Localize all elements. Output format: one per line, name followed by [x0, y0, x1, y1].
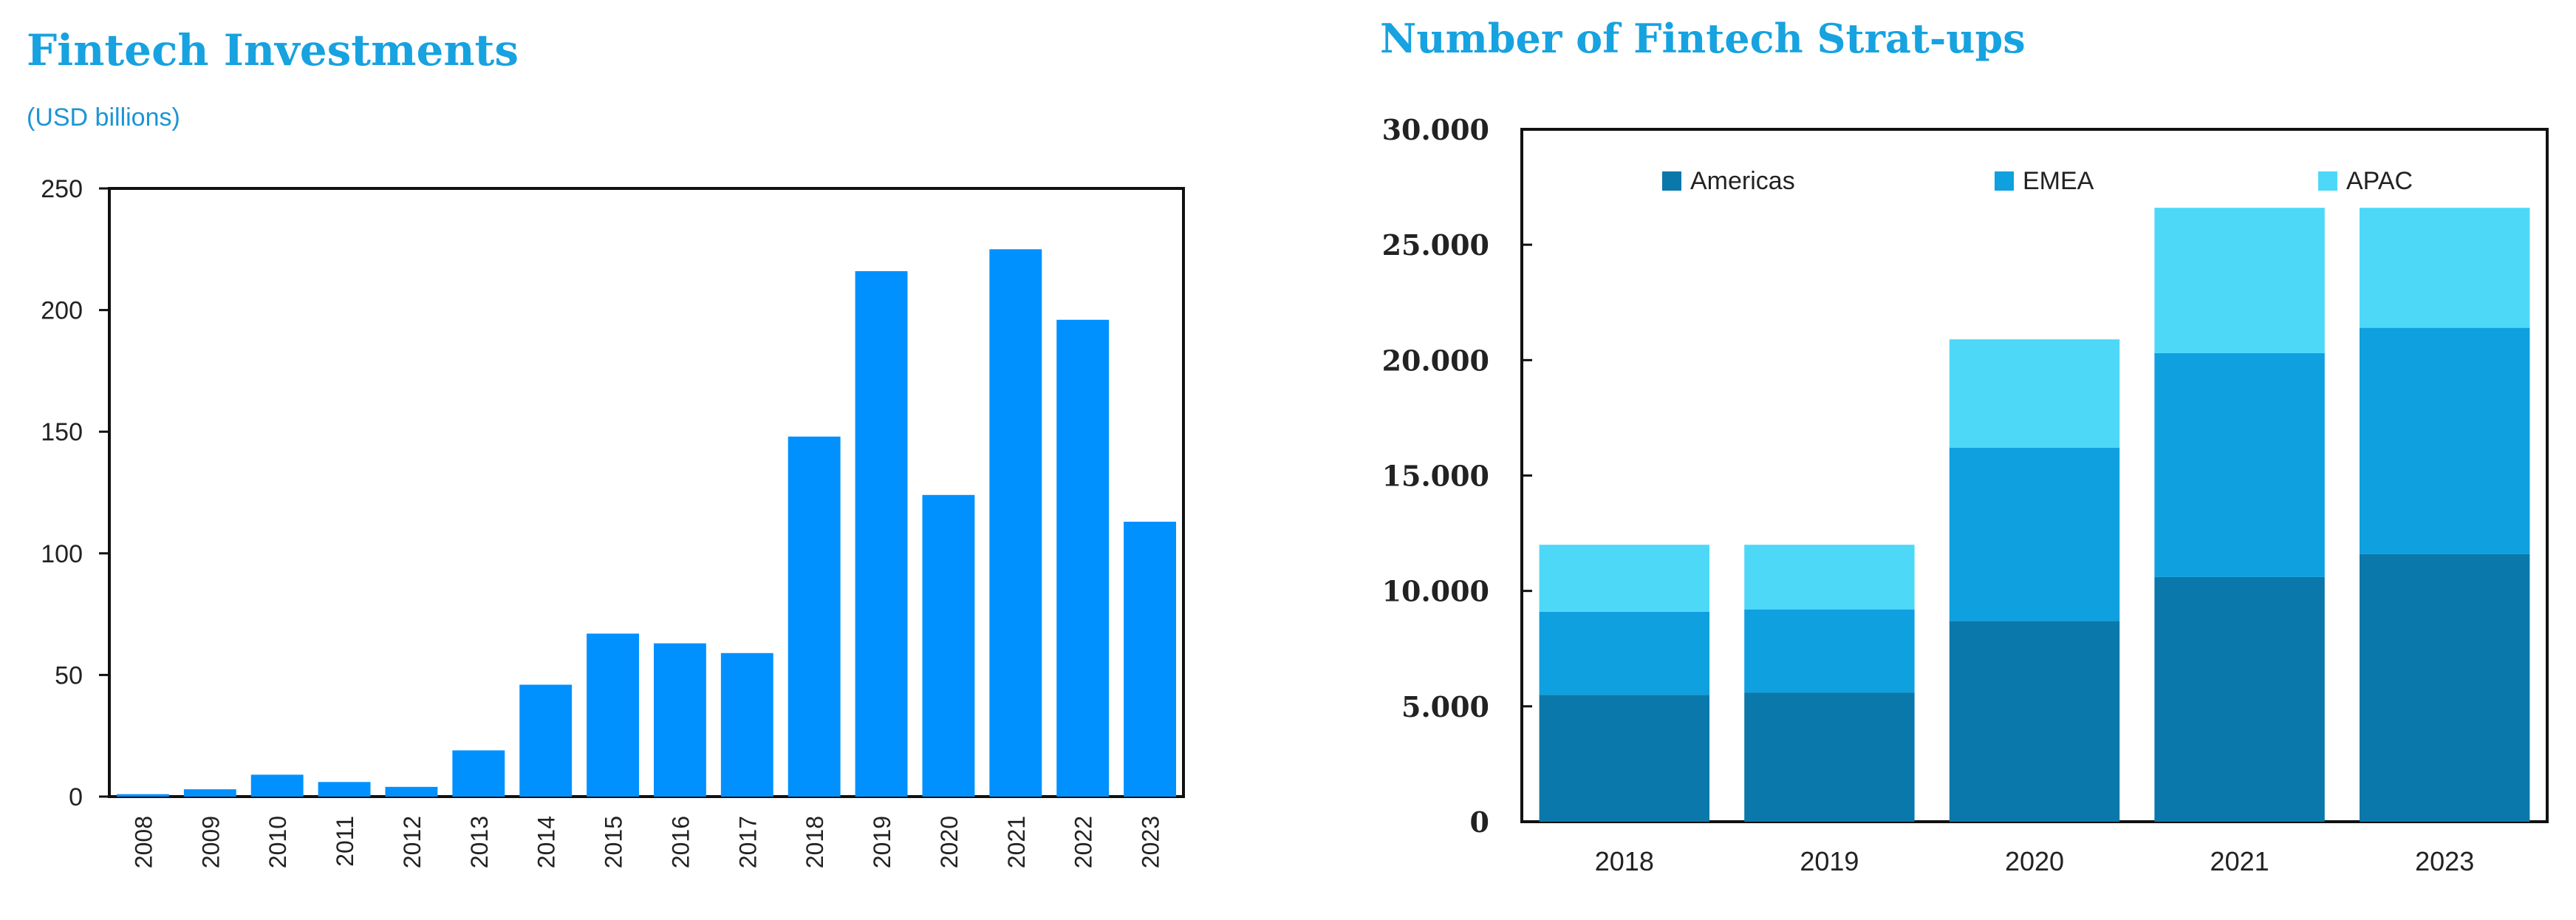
- x-tick-label: 2018: [1595, 846, 1654, 876]
- bar-2012: [385, 786, 438, 797]
- bar-2020: [922, 494, 975, 797]
- y-tick-label: 25.000: [1382, 228, 1489, 262]
- bar-2015: [587, 633, 640, 797]
- bar-americas-2021: [2154, 576, 2325, 822]
- x-tick-label: 2010: [264, 816, 291, 868]
- x-tick-label: 2008: [130, 816, 157, 868]
- bar-2014: [519, 684, 573, 797]
- x-tick-label: 2017: [734, 816, 761, 868]
- bar-2023: [1124, 522, 1177, 797]
- x-tick-label: 2016: [667, 816, 694, 868]
- bar-apac-2018: [1539, 545, 1710, 612]
- y-tick-label: 250: [41, 175, 83, 203]
- x-tick-label: 2019: [869, 816, 895, 868]
- bar-2008: [116, 794, 169, 797]
- x-tick-label: 2018: [802, 816, 828, 868]
- y-tick-label: 200: [41, 297, 83, 325]
- legend-label-americas: Americas: [1690, 167, 1795, 195]
- bar-americas-2018: [1539, 695, 1710, 822]
- y-tick-label: 5.000: [1401, 690, 1489, 723]
- legend-label-emea: EMEA: [2023, 167, 2094, 195]
- y-tick-label: 10.000: [1382, 575, 1489, 608]
- x-tick-label: 2013: [466, 816, 493, 868]
- bar-2011: [318, 782, 371, 797]
- bar-2010: [250, 774, 304, 797]
- x-tick-label: 2023: [1138, 816, 1164, 868]
- y-tick-label: 30.000: [1382, 113, 1489, 146]
- bar-apac-2020: [1949, 339, 2120, 449]
- bar-2009: [183, 789, 236, 797]
- bar-2022: [1056, 319, 1110, 797]
- bar-apac-2019: [1744, 545, 1915, 610]
- x-tick-label: 2009: [197, 816, 224, 868]
- bar-apac-2023: [2359, 208, 2530, 328]
- bar-emea-2021: [2154, 352, 2325, 577]
- y-tick-label: 150: [41, 418, 83, 446]
- bar-2013: [452, 750, 505, 797]
- bar-americas-2020: [1949, 621, 2120, 822]
- bar-2017: [720, 652, 773, 797]
- bar-2019: [855, 270, 908, 797]
- x-tick-label: 2014: [533, 816, 560, 868]
- x-tick-label: 2022: [1070, 816, 1097, 868]
- y-tick-label: 0: [1470, 805, 1489, 839]
- bar-emea-2020: [1949, 448, 2120, 621]
- x-tick-label: 2020: [2005, 846, 2064, 876]
- x-tick-label: 2021: [2210, 846, 2269, 876]
- x-tick-label: 2020: [936, 816, 963, 868]
- y-tick-label: 100: [41, 540, 83, 568]
- bar-2018: [788, 436, 841, 797]
- plot-frame: [108, 187, 1185, 798]
- bar-emea-2023: [2359, 327, 2530, 554]
- bar-americas-2019: [1744, 692, 1915, 822]
- chart2-title: Number of Fintech Strat-ups: [1380, 15, 2026, 62]
- x-tick-label: 2015: [601, 816, 627, 868]
- chart1-title: Fintech Investments: [27, 25, 519, 75]
- legend-label-apac: APAC: [2346, 167, 2413, 195]
- x-tick-label: 2023: [2415, 846, 2474, 876]
- x-tick-label: 2019: [1800, 846, 1859, 876]
- legend-swatch-emea: [1995, 171, 2014, 191]
- x-tick-label: 2021: [1003, 816, 1030, 868]
- bar-2021: [989, 249, 1042, 797]
- chart1-subtitle: (USD billions): [27, 103, 180, 132]
- x-tick-label: 2011: [332, 816, 358, 867]
- y-tick-label: 20.000: [1382, 344, 1489, 377]
- y-tick-label: 50: [55, 661, 83, 689]
- bar-apac-2021: [2154, 208, 2325, 353]
- bar-americas-2023: [2359, 553, 2530, 822]
- x-tick-label: 2012: [399, 816, 426, 868]
- bar-emea-2018: [1539, 611, 1710, 695]
- bar-2016: [653, 643, 706, 797]
- bar-emea-2019: [1744, 609, 1915, 693]
- legend-swatch-apac: [2318, 171, 2337, 191]
- y-tick-label: 15.000: [1382, 460, 1489, 493]
- legend-swatch-americas: [1662, 171, 1681, 191]
- y-tick-label: 0: [69, 783, 83, 811]
